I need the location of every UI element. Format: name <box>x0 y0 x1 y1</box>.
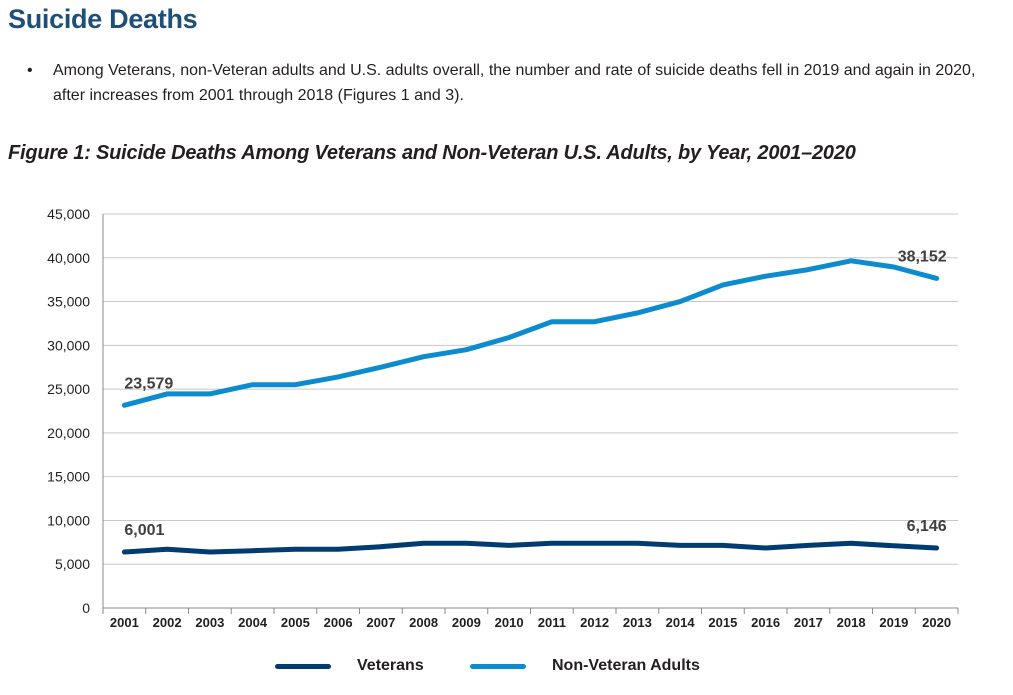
data-label: 6,001 <box>124 522 164 539</box>
legend-label-veterans: Veterans <box>357 657 424 674</box>
y-tick-label: 15,000 <box>47 469 90 485</box>
y-tick-label: 40,000 <box>47 250 90 266</box>
y-tick-label: 30,000 <box>47 337 90 353</box>
series-line-veterans <box>121 540 940 555</box>
line-chart: 0 5,000 10,000 15,000 20,000 25,000 30,000 35,0… <box>47 206 959 630</box>
bullet-text: Among Veterans, non-Veteran adults and U… <box>53 62 976 104</box>
x-tick-label: 2017 <box>794 615 823 630</box>
legend-label-non-veteran-adults: Non-Veteran Adults <box>552 657 700 674</box>
y-tick-label: 35,000 <box>47 294 90 310</box>
x-tick-label: 2007 <box>366 615 395 630</box>
x-tick-label: 2003 <box>195 615 224 630</box>
legend-swatch-non-veteran-adults <box>470 663 526 669</box>
data-label: 6,146 <box>907 518 947 535</box>
x-tick-label: 2002 <box>153 615 182 630</box>
y-tick-label: 25,000 <box>47 381 90 397</box>
bullet-item: • Among Veterans, non-Veteran adults and… <box>27 58 1007 108</box>
series-lines <box>121 258 940 555</box>
y-tick-label: 45,000 <box>47 206 90 222</box>
x-tick-label: 2014 <box>666 615 696 630</box>
x-tick-label: 2013 <box>623 615 652 630</box>
figure-title: Figure 1: Suicide Deaths Among Veterans … <box>8 142 856 164</box>
legend-item-veterans: Veterans <box>275 652 424 680</box>
legend: Veterans Non-Veteran Adults <box>0 652 1013 680</box>
y-tick-label: 0 <box>82 600 90 616</box>
x-tick-label: 2015 <box>708 615 737 630</box>
x-tick-label: 2011 <box>538 615 566 630</box>
gridlines <box>103 213 958 565</box>
x-tick-label: 2004 <box>238 615 268 630</box>
series-line-non-veteran-adults <box>121 258 940 408</box>
y-tick-label: 10,000 <box>47 512 90 528</box>
y-tick-label: 20,000 <box>47 425 90 441</box>
data-label: 23,579 <box>124 375 173 392</box>
legend-swatch-veterans <box>275 663 331 669</box>
x-tick-label: 2006 <box>324 615 353 630</box>
bullet-dot-icon: • <box>27 62 33 79</box>
x-tick-label: 2010 <box>495 615 524 630</box>
section-title: Suicide Deaths <box>8 4 198 34</box>
x-tick-label: 2001 <box>110 615 139 630</box>
legend-item-non-veteran-adults: Non-Veteran Adults <box>470 652 700 680</box>
x-tick-label: 2018 <box>837 615 866 630</box>
x-tick-label: 2012 <box>580 615 609 630</box>
y-tick-label: 5,000 <box>55 556 90 572</box>
x-tick-label: 2009 <box>452 615 481 630</box>
x-tick-label: 2019 <box>879 615 908 630</box>
x-tick-label: 2005 <box>281 615 310 630</box>
x-tick-label: 2016 <box>751 615 780 630</box>
x-tick-label: 2008 <box>409 615 438 630</box>
data-label: 38,152 <box>898 248 947 265</box>
data-labels: 23,579 38,152 6,001 6,146 <box>124 248 946 539</box>
axes: 0 5,000 10,000 15,000 20,000 25,000 30,000 35,0… <box>47 206 959 630</box>
bullet-list: • Among Veterans, non-Veteran adults and… <box>27 58 1007 108</box>
x-tick-label: 2020 <box>922 615 951 630</box>
